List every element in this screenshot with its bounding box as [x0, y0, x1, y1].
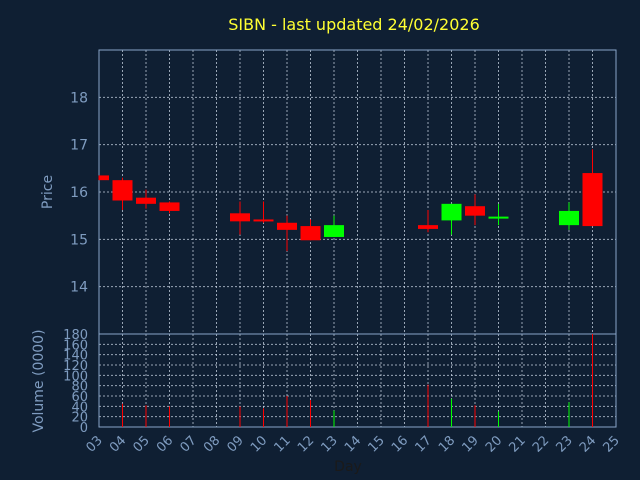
day-tick-label: 11	[272, 433, 294, 455]
candle-body	[465, 206, 485, 216]
day-tick-label: 19	[460, 433, 482, 455]
volume-tick-label: 180	[63, 328, 88, 343]
price-tick-label: 18	[70, 90, 88, 106]
volume-tick-label: 80	[71, 380, 88, 395]
candle-body	[230, 213, 250, 222]
day-tick-label: 22	[530, 433, 552, 455]
volume-tick-label: 40	[71, 400, 88, 415]
volume-tick-label: 160	[63, 338, 88, 353]
day-tick-label: 21	[507, 433, 529, 455]
volume-bars	[122, 334, 593, 427]
day-tick-label: 15	[366, 433, 388, 455]
candle-body	[488, 216, 509, 219]
day-axis: 03 04 05 06 07 08 09 10 11 12 13 14 15 16 17 18 19 20 21 22…	[84, 433, 623, 455]
candle-body	[559, 210, 579, 226]
volume-tick-label: 60	[71, 390, 88, 405]
volume-tick-label: 0	[80, 421, 88, 436]
volume-panel-frame	[98, 333, 617, 428]
candle-body	[324, 225, 344, 237]
price-axis-label: Price	[40, 175, 56, 209]
volume-tick-label: 120	[63, 359, 88, 374]
day-tick-label: 09	[225, 433, 247, 455]
price-tick-label: 17	[70, 138, 88, 154]
candle-body	[582, 173, 603, 227]
day-tick-label: 17	[413, 433, 435, 455]
candle-body	[418, 225, 438, 229]
day-tick-label: 06	[154, 433, 176, 455]
day-tick-label: 20	[483, 433, 505, 455]
day-tick-label: 16	[389, 433, 411, 455]
candle-body	[253, 219, 274, 222]
volume-tick-label: 20	[71, 411, 88, 426]
volume-tick-label: 100	[63, 369, 88, 384]
candle-body	[99, 175, 109, 181]
price-tick-label: 16	[70, 185, 88, 201]
candle-body	[159, 202, 180, 211]
price-tick-label: 15	[70, 232, 88, 248]
day-tick-label: 04	[107, 433, 129, 455]
candle-body	[300, 226, 321, 241]
chart-title: SIBN - last updated 24/02/2026	[228, 15, 480, 34]
candle-body	[277, 222, 297, 230]
day-tick-label: 13	[319, 433, 341, 455]
day-tick-label: 25	[601, 433, 623, 455]
price-axis: 14 15 16 17 18	[70, 90, 88, 295]
grid	[98, 50, 617, 428]
day-tick-label: 12	[295, 433, 317, 455]
volume-tick-label: 140	[63, 349, 88, 364]
price-candles	[98, 149, 603, 252]
day-tick-label: 08	[201, 433, 223, 455]
candle-body	[112, 180, 133, 201]
day-tick-label: 18	[436, 433, 458, 455]
day-tick-label: 24	[577, 433, 599, 455]
day-tick-label: 14	[342, 433, 364, 455]
candle-body	[136, 197, 156, 204]
day-tick-label: 10	[248, 433, 270, 455]
price-tick-label: 14	[70, 280, 88, 296]
volume-axis-label: Volume (0000)	[31, 329, 47, 432]
x-axis-label: Day	[334, 459, 362, 475]
day-tick-label: 03	[84, 433, 106, 455]
day-tick-label: 23	[554, 433, 576, 455]
day-tick-label: 05	[131, 433, 153, 455]
day-tick-label: 07	[178, 433, 200, 455]
candle-body	[441, 203, 462, 221]
